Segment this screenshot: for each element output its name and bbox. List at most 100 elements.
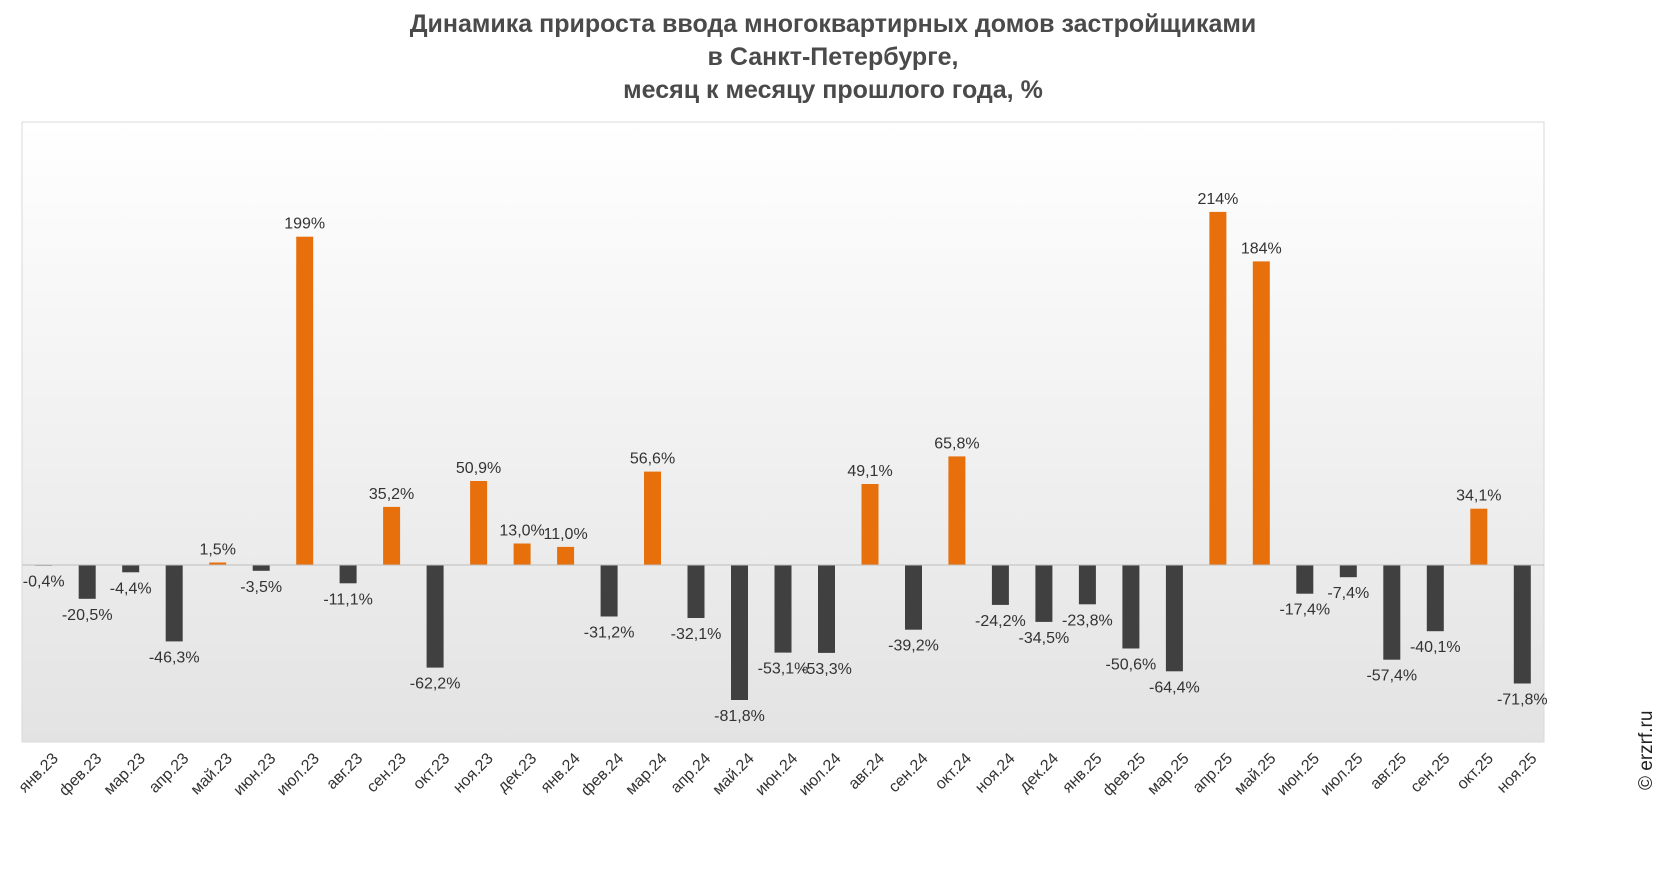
- bar-фев.24: [600, 565, 618, 617]
- data-label: -4,4%: [110, 580, 152, 597]
- bar-мар.25: [1165, 565, 1183, 672]
- data-label: 214%: [1197, 191, 1238, 208]
- bar-июл.25: [1339, 565, 1357, 578]
- data-label: -81,8%: [714, 708, 765, 725]
- x-tick-label: июн.23: [231, 750, 280, 799]
- data-label: 1,5%: [199, 542, 235, 559]
- bar-сен.24: [905, 565, 922, 630]
- bar-янв.25: [1078, 565, 1096, 605]
- data-label: 65,8%: [934, 435, 979, 452]
- data-label: 34,1%: [1456, 488, 1501, 505]
- data-label: -11,1%: [323, 591, 373, 608]
- x-tick-label: ноя.25: [1494, 750, 1540, 796]
- data-label: 199%: [284, 216, 325, 233]
- x-tick-label: дек.24: [1016, 750, 1062, 796]
- bar-фев.23: [78, 565, 96, 599]
- bar-окт.24: [948, 456, 966, 565]
- x-tick-label: апр.24: [668, 750, 715, 797]
- x-tick-label: фев.24: [578, 750, 627, 799]
- x-tick-label: дек.23: [495, 750, 541, 796]
- bar-ноя.25: [1513, 565, 1531, 684]
- bars-layer: [35, 211, 1531, 700]
- x-tick-label: окт.25: [1454, 750, 1497, 793]
- x-tick-label: апр.23: [146, 750, 193, 797]
- data-label: -32,1%: [671, 626, 722, 643]
- bar-ноя.24: [991, 565, 1009, 605]
- data-label: -71,8%: [1497, 692, 1548, 709]
- x-tick-label: авг.23: [323, 750, 366, 793]
- bar-дек.24: [1035, 565, 1053, 622]
- x-tick-label: мар.25: [1144, 750, 1192, 798]
- chart-title-line-2: в Санкт-Петербурге,: [707, 43, 959, 71]
- bar-дек.23: [513, 543, 531, 565]
- bar-фев.25: [1122, 565, 1140, 649]
- x-tick-label: июл.24: [796, 750, 845, 799]
- bar-июл.24: [818, 565, 835, 653]
- data-label: -64,4%: [1149, 679, 1200, 696]
- x-tick-label: апр.25: [1190, 750, 1237, 797]
- x-tick-label: май.25: [1231, 750, 1279, 798]
- x-tick-label: янв.23: [16, 750, 62, 796]
- data-label: -7,4%: [1327, 585, 1369, 602]
- data-label: 11,0%: [544, 526, 588, 543]
- x-tick-label: сен.25: [1408, 750, 1454, 796]
- data-label: 184%: [1241, 240, 1282, 257]
- x-tick-label: июн.24: [752, 750, 801, 799]
- data-label: -40,1%: [1410, 639, 1461, 656]
- data-label: -23,8%: [1062, 612, 1113, 629]
- x-tick-label: ноя.24: [972, 750, 1018, 796]
- data-label: 13,0%: [499, 523, 544, 540]
- data-labels-layer: -0,4% -20,5% -4,4% -46,3% 1,5% -3,5% 199% -11,1…: [23, 191, 1548, 725]
- x-tick-label: ноя.23: [450, 750, 496, 796]
- bar-апр.23: [165, 565, 183, 642]
- bar-окт.25: [1470, 508, 1488, 565]
- x-tick-label: июн.25: [1274, 750, 1323, 799]
- bar-янв.24: [557, 546, 575, 565]
- credit-text: © erzrf.ru: [1636, 710, 1657, 790]
- chart-title-line-3: месяц к месяцу прошлого года, %: [623, 76, 1043, 104]
- bar-ноя.23: [470, 481, 488, 565]
- bar-мар.23: [122, 565, 140, 573]
- data-label: -39,2%: [888, 638, 939, 655]
- data-label: -31,2%: [584, 625, 635, 642]
- data-label: -17,4%: [1279, 602, 1330, 619]
- data-label: -20,5%: [62, 607, 113, 624]
- data-label: -50,6%: [1106, 657, 1157, 674]
- bar-авг.23: [339, 565, 357, 584]
- x-tick-label: окт.24: [932, 750, 975, 793]
- data-label: 35,2%: [369, 486, 414, 503]
- x-tick-label: май.24: [710, 750, 758, 798]
- bar-июн.25: [1296, 565, 1314, 594]
- data-label: -57,4%: [1366, 668, 1417, 685]
- bar-авг.24: [861, 484, 879, 565]
- x-tick-label: сен.24: [886, 750, 932, 796]
- x-tick-label: фев.23: [56, 750, 105, 799]
- bar-авг.25: [1383, 565, 1401, 660]
- x-tick-label: авг.25: [1367, 750, 1410, 793]
- bar-апр.25: [1209, 211, 1227, 565]
- data-label: 50,9%: [456, 460, 501, 477]
- data-label: -53,3%: [801, 661, 852, 678]
- data-label: -46,3%: [149, 649, 200, 666]
- x-tick-label: июл.23: [274, 750, 323, 799]
- x-tick-label: май.23: [188, 750, 236, 798]
- bar-май.23: [209, 562, 227, 565]
- x-tick-label: окт.23: [410, 750, 453, 793]
- bar-май.24: [731, 565, 748, 700]
- bar-мар.24: [644, 471, 661, 565]
- bar-сен.25: [1426, 565, 1444, 632]
- bar-сен.23: [383, 506, 401, 565]
- chart-title-line-1: Динамика прироста ввода многоквартирных …: [409, 10, 1257, 38]
- bar-апр.24: [687, 565, 705, 618]
- data-label: -34,5%: [1019, 630, 1070, 647]
- bar-июн.23: [252, 565, 270, 571]
- data-label: -53,1%: [758, 661, 809, 678]
- bar-июл.23: [296, 236, 314, 565]
- x-tick-label: июл.25: [1318, 750, 1367, 799]
- x-tick-label: фев.25: [1100, 750, 1149, 799]
- x-tick-label: мар.23: [101, 750, 149, 798]
- data-label: 49,1%: [847, 463, 892, 480]
- bar-окт.23: [426, 565, 444, 668]
- chart-title: Динамика прироста ввода многоквартирных …: [0, 8, 1666, 107]
